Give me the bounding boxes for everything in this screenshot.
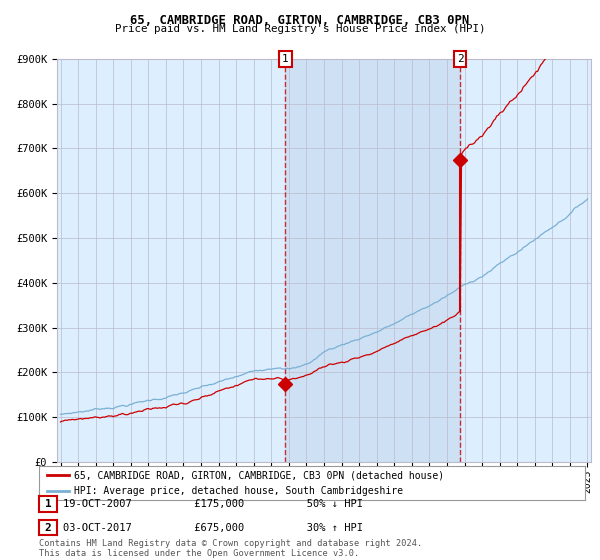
Text: 2: 2 — [44, 522, 52, 533]
Text: 65, CAMBRIDGE ROAD, GIRTON, CAMBRIDGE, CB3 0PN: 65, CAMBRIDGE ROAD, GIRTON, CAMBRIDGE, C… — [130, 14, 470, 27]
Text: Contains HM Land Registry data © Crown copyright and database right 2024.
This d: Contains HM Land Registry data © Crown c… — [39, 539, 422, 558]
Text: 65, CAMBRIDGE ROAD, GIRTON, CAMBRIDGE, CB3 0PN (detached house): 65, CAMBRIDGE ROAD, GIRTON, CAMBRIDGE, C… — [74, 470, 445, 480]
Text: 1: 1 — [282, 54, 289, 64]
Text: Price paid vs. HM Land Registry's House Price Index (HPI): Price paid vs. HM Land Registry's House … — [115, 24, 485, 34]
Text: 03-OCT-2017          £675,000          30% ↑ HPI: 03-OCT-2017 £675,000 30% ↑ HPI — [63, 522, 363, 533]
Text: 1: 1 — [44, 499, 52, 509]
Text: 2: 2 — [457, 54, 464, 64]
Text: HPI: Average price, detached house, South Cambridgeshire: HPI: Average price, detached house, Sout… — [74, 486, 403, 496]
Bar — [286, 59, 460, 462]
Text: 19-OCT-2007          £175,000          50% ↓ HPI: 19-OCT-2007 £175,000 50% ↓ HPI — [63, 499, 363, 509]
